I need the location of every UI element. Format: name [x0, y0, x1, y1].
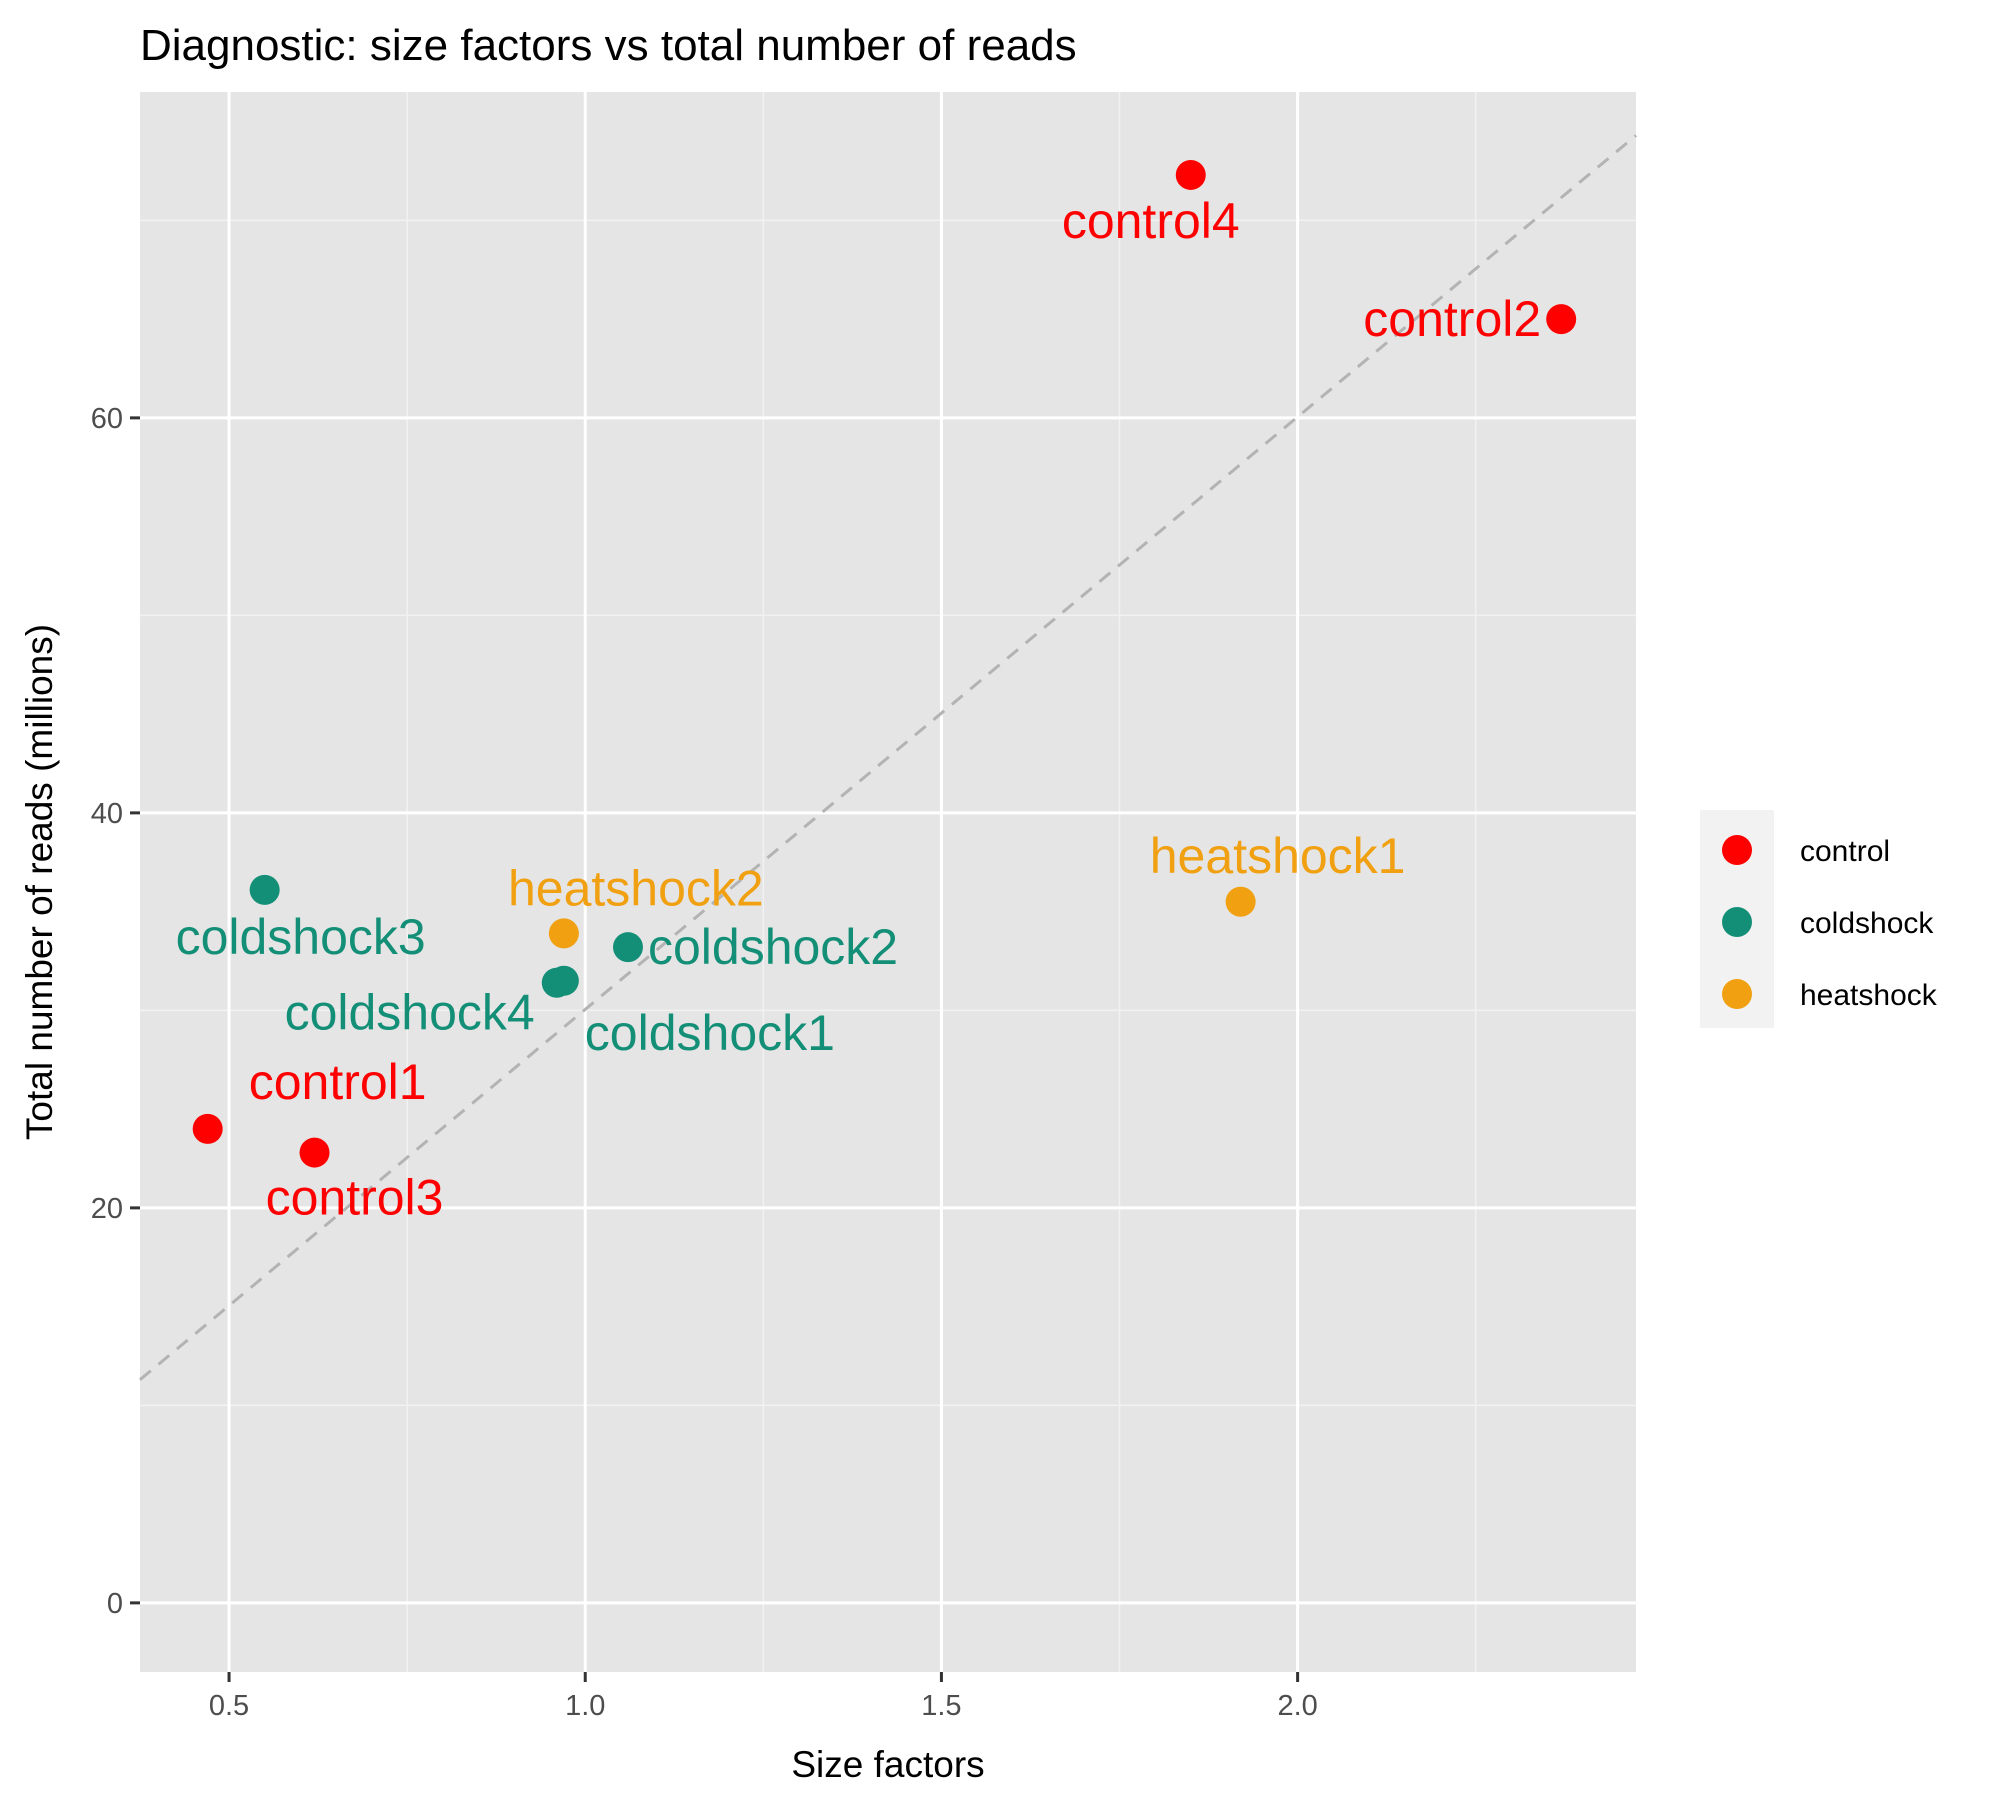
x-tick-label: 0.5: [209, 1690, 249, 1722]
point-heatshock2: [548, 918, 579, 949]
points-layer: [192, 159, 1577, 1168]
reference-line: [139, 134, 1637, 1381]
point-label-coldshock3: coldshock3: [176, 909, 426, 965]
legend-label-control: control: [1800, 835, 1890, 868]
x-tick-label: 1.0: [565, 1690, 605, 1722]
major-gridlines: [140, 92, 1636, 1672]
y-tick-label: 60: [91, 403, 123, 435]
point-coldshock4: [541, 967, 572, 998]
x-tick-label: 2.0: [1277, 1690, 1317, 1722]
x-axis: 0.5 1.0 1.5 2.0: [209, 1672, 1318, 1722]
point-label-control4: control4: [1062, 193, 1240, 249]
legend: control coldshock heatshock: [1700, 810, 1938, 1028]
point-coldshock3: [249, 874, 280, 905]
legend-label-heatshock: heatshock: [1800, 979, 1938, 1012]
y-axis: 0 20 40 60: [91, 403, 140, 1620]
x-tick-label: 1.5: [921, 1690, 961, 1722]
plot-panel: [140, 92, 1636, 1672]
point-label-control3: control3: [266, 1170, 444, 1226]
point-control4: [1175, 159, 1206, 190]
x-axis-title: Size factors: [791, 1744, 984, 1785]
point-label-heatshock2: heatshock2: [508, 860, 764, 916]
point-label-control2: control2: [1363, 291, 1541, 347]
chart-title: Diagnostic: size factors vs total number…: [140, 21, 1077, 70]
point-coldshock2: [612, 932, 643, 963]
y-tick-label: 20: [91, 1193, 123, 1225]
legend-key-coldshock: [1722, 907, 1752, 937]
y-tick-label: 0: [107, 1588, 123, 1620]
point-label-coldshock4: coldshock4: [285, 985, 535, 1041]
point-heatshock1: [1225, 886, 1256, 917]
point-control1: [192, 1113, 223, 1144]
legend-key-control: [1722, 835, 1752, 865]
y-axis-title: Total number of reads (millions): [19, 624, 60, 1140]
y-tick-label: 40: [91, 798, 123, 830]
point-control2: [1546, 304, 1577, 335]
point-label-control1: control1: [249, 1054, 427, 1110]
legend-key-heatshock: [1722, 979, 1752, 1009]
minor-gridlines: [140, 92, 1636, 1672]
legend-label-coldshock: coldshock: [1800, 907, 1934, 940]
point-label-coldshock2: coldshock2: [648, 919, 898, 975]
point-label-coldshock1: coldshock1: [585, 1005, 835, 1061]
point-control3: [299, 1137, 330, 1168]
reference-line-group: [139, 134, 1637, 1381]
point-label-heatshock1: heatshock1: [1150, 828, 1406, 884]
point-labels-layer: control1 control2 control3 control4 coldshoc…: [176, 193, 1542, 1226]
